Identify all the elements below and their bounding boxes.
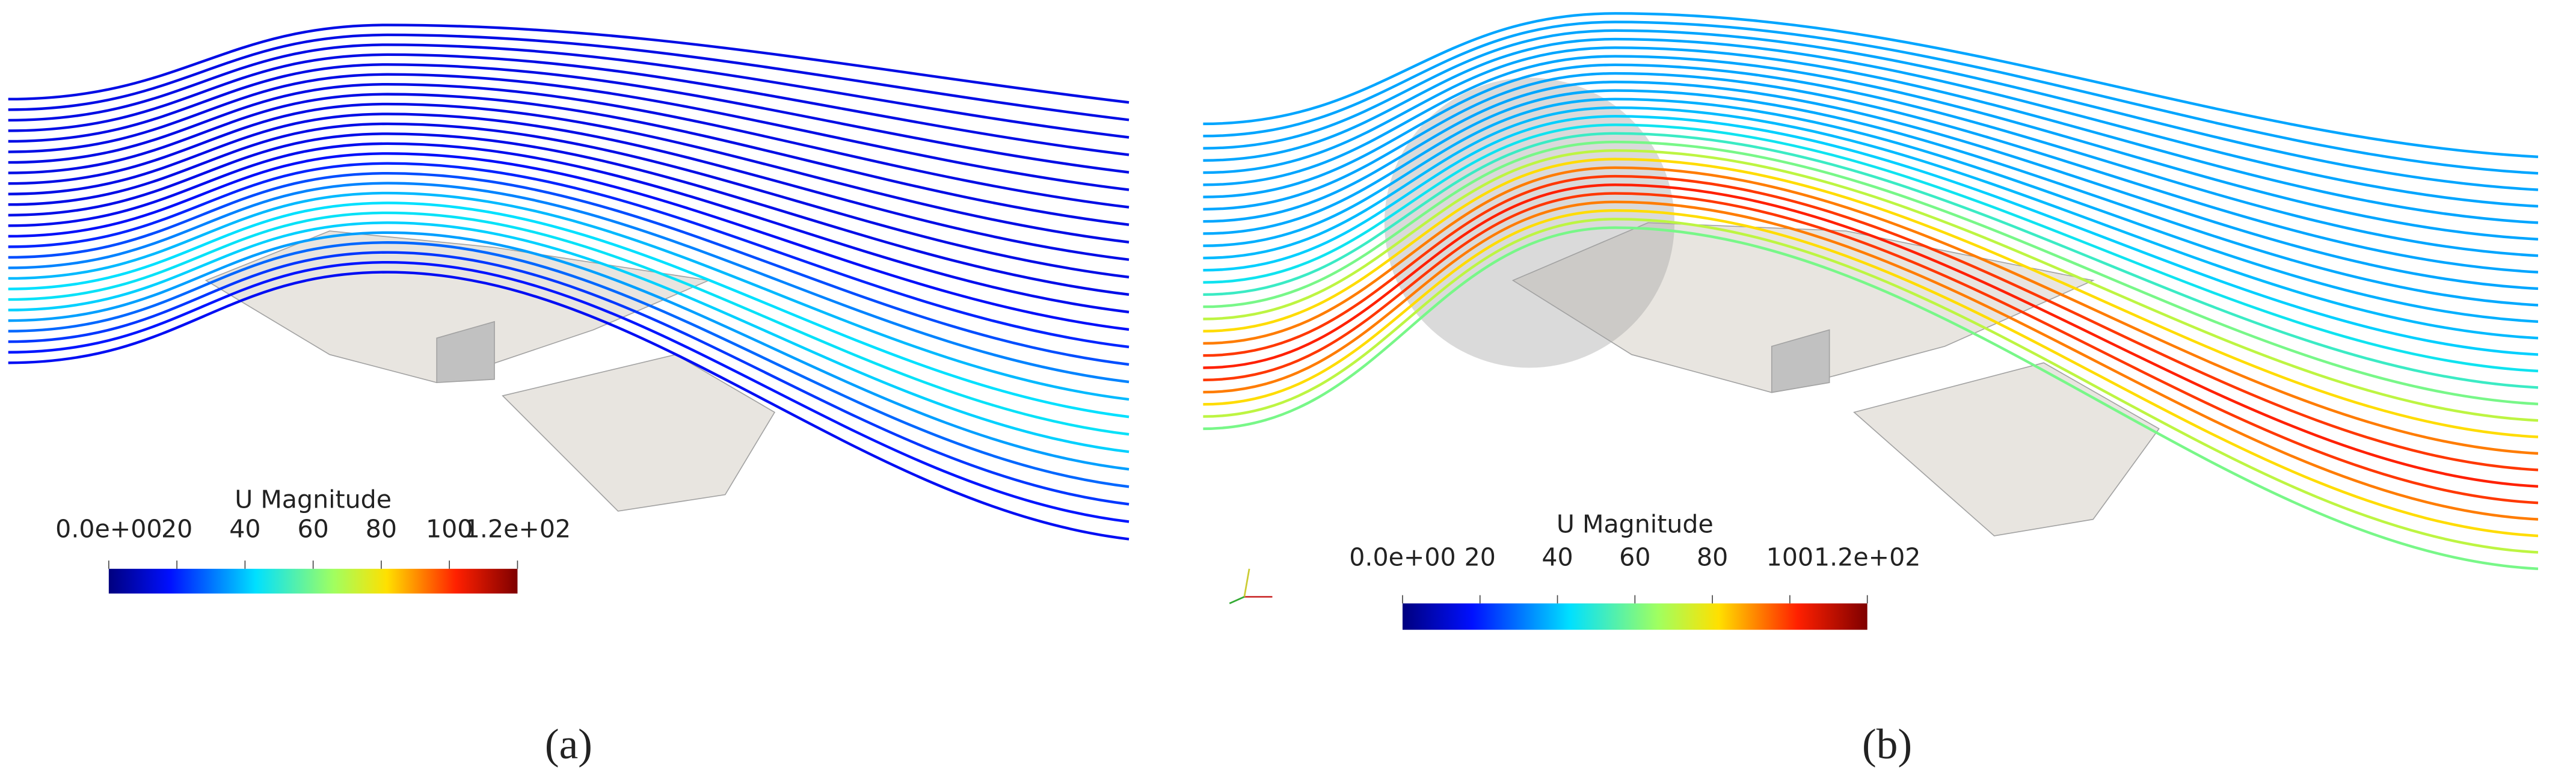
streamline — [1203, 63, 2539, 257]
colorbar-tick-label: 60 — [297, 515, 328, 544]
streamline — [1203, 192, 2539, 505]
streamline — [8, 82, 1130, 209]
colorbar-tick-label: 60 — [1619, 542, 1650, 571]
streamline — [8, 63, 1130, 174]
streamline — [8, 201, 1130, 419]
streamline — [1203, 200, 2539, 521]
streamline — [8, 231, 1130, 471]
streamline — [8, 132, 1130, 296]
colorbar-tick-label: 100 — [1766, 542, 1813, 571]
streamline — [1203, 106, 2539, 340]
colorbar-title: U Magnitude — [1557, 510, 1714, 539]
streamline — [1203, 55, 2539, 241]
streamline — [8, 112, 1130, 261]
colorbar-tick-label: 20 — [1465, 542, 1496, 571]
streamline — [8, 33, 1130, 121]
streamline — [8, 53, 1130, 156]
streamline — [1203, 81, 2539, 290]
geometry-b — [1384, 78, 2160, 536]
streamline — [1203, 12, 2539, 158]
streamline — [1203, 209, 2539, 538]
streamline — [8, 182, 1130, 384]
streamline — [8, 251, 1130, 506]
streamline — [8, 191, 1130, 401]
streamline — [8, 142, 1130, 314]
streamline — [8, 122, 1130, 278]
streamline — [8, 73, 1130, 191]
colorbar-tick-label: 80 — [366, 515, 397, 544]
colorbar-tick-label: 1.2e+02 — [1814, 542, 1920, 571]
streamline — [8, 162, 1130, 349]
panel-caption: (a) — [545, 721, 592, 768]
streamline — [1203, 123, 2539, 373]
panel-caption: (b) — [1862, 721, 1912, 768]
streamline — [8, 221, 1130, 453]
streamline — [8, 43, 1130, 139]
colorbar-tick-label: 0.0e+00 — [1349, 542, 1456, 571]
streamline — [8, 102, 1130, 244]
colorbar-tick-label: 1.2e+02 — [464, 515, 571, 544]
colorbar-tick-label: 80 — [1697, 542, 1728, 571]
streamline — [1203, 29, 2539, 191]
colorbar-tick-label: 40 — [229, 515, 260, 544]
streamline — [8, 211, 1130, 436]
streamline — [1203, 20, 2539, 175]
streamline — [1203, 183, 2539, 488]
streamline — [8, 260, 1130, 523]
streamline — [1203, 115, 2539, 356]
streamline — [1203, 166, 2539, 455]
streamline — [1203, 218, 2539, 554]
streamline — [1203, 226, 2539, 571]
colorbar — [108, 568, 518, 594]
streamline — [8, 271, 1130, 541]
streamline — [1203, 46, 2539, 224]
streamlines — [8, 12, 2539, 571]
streamline — [1203, 158, 2539, 438]
colorbar-tick-label: 0.0e+00 — [55, 515, 162, 544]
colorbar-tick-label: 100 — [426, 515, 473, 544]
colorbar — [1402, 603, 1867, 630]
streamline — [8, 171, 1130, 366]
streamline — [8, 241, 1130, 488]
axes-triad — [1229, 568, 1273, 604]
streamline — [1203, 140, 2539, 405]
streamline — [1203, 174, 2539, 471]
streamline — [1203, 132, 2539, 389]
streamline — [8, 152, 1130, 331]
streamline — [8, 93, 1130, 226]
streamline — [1203, 97, 2539, 323]
streamline — [1203, 149, 2539, 422]
streamline — [1203, 37, 2539, 208]
streamline — [8, 23, 1130, 104]
colorbar-tick-label: 20 — [161, 515, 192, 544]
colorbar-title: U Magnitude — [235, 485, 392, 514]
colorbar-tick-label: 40 — [1542, 542, 1573, 571]
streamline — [1203, 72, 2539, 274]
streamline — [1203, 89, 2539, 307]
